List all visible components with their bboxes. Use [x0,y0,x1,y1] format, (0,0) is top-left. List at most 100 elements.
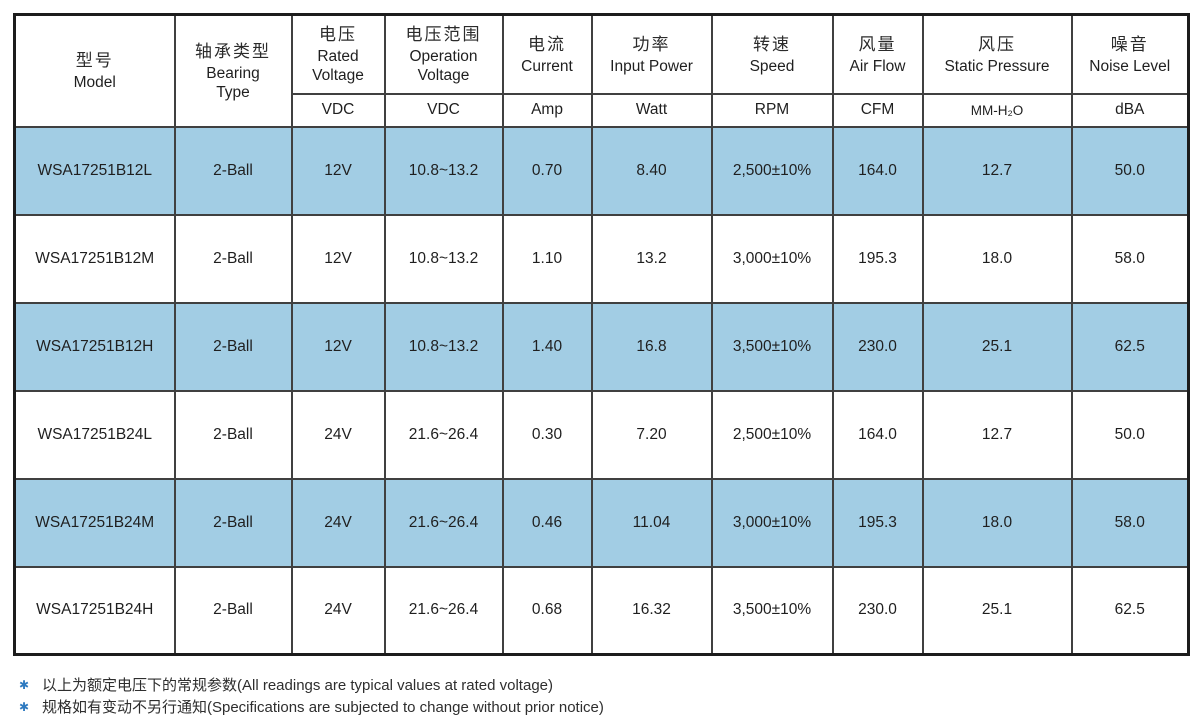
unit-input-power: Watt [590,92,713,128]
cell-static-pressure: 18.0 [921,213,1073,304]
cell-model: WSA17251B24L [13,389,176,480]
cell-input-power: 7.20 [590,389,713,480]
cell-speed: 3,000±10% [710,477,834,568]
cell-current: 0.30 [501,389,593,480]
col-header-bearing-type-en: Bearing Type [206,64,260,101]
col-header-speed-zh: 转速 [753,34,791,54]
col-header-rated-voltage-en: Rated Voltage [312,48,364,85]
cell-model: WSA17251B12H [13,301,176,392]
col-header-noise-level: 噪音 Noise Level [1070,13,1190,95]
col-header-bearing-type-zh: 轴承类型 [195,41,271,61]
cell-bearing-type: 2-Ball [173,389,293,480]
table-row: WSA17251B12L 2-Ball 12V 10.8~13.2 0.70 8.40 2,… [13,125,1190,216]
cell-current: 0.46 [501,477,593,568]
cell-air-flow: 195.3 [831,477,924,568]
col-header-static-pressure: 风压 Static Pressure [921,13,1073,95]
col-header-current-en: Current [521,57,573,75]
asterisk-icon: ✱ [19,699,30,714]
cell-static-pressure: 18.0 [921,477,1073,568]
cell-current: 0.68 [501,565,593,656]
col-header-rated-voltage-zh: 电压 [319,25,357,45]
cell-bearing-type: 2-Ball [173,565,293,656]
cell-speed: 2,500±10% [710,125,834,216]
cell-input-power: 8.40 [590,125,713,216]
col-header-model-en: Model [73,74,116,92]
col-header-model: 型号 Model [13,13,176,128]
cell-noise-level: 50.0 [1070,389,1190,480]
cell-noise-level: 62.5 [1070,301,1190,392]
footnotes: ✱ 以上为额定电压下的常规参数(All readings are typical… [19,674,604,718]
footnote-1: ✱ 以上为额定电压下的常规参数(All readings are typical… [19,674,604,695]
cell-operation-voltage: 21.6~26.4 [383,477,504,568]
table-row: WSA17251B24M 2-Ball 24V 21.6~26.4 0.46 11.04 3… [13,477,1190,568]
col-header-operation-voltage: 电压范围 Operation Voltage [383,13,504,95]
table-row: WSA17251B12M 2-Ball 12V 10.8~13.2 1.10 13.2 3,… [13,213,1190,304]
cell-noise-level: 58.0 [1070,213,1190,304]
cell-model: WSA17251B24H [13,565,176,656]
asterisk-icon: ✱ [19,677,30,692]
col-header-input-power-en: Input Power [610,57,693,75]
cell-rated-voltage: 24V [290,389,386,480]
cell-operation-voltage: 10.8~13.2 [383,125,504,216]
col-header-air-flow: 风量 Air Flow [831,13,924,95]
cell-model: WSA17251B12M [13,213,176,304]
cell-noise-level: 50.0 [1070,125,1190,216]
col-header-current-zh: 电流 [528,34,566,54]
cell-static-pressure: 25.1 [921,301,1073,392]
cell-input-power: 11.04 [590,477,713,568]
unit-static-pressure: MM-H₂O [921,92,1073,128]
col-header-air-flow-zh: 风量 [858,34,897,54]
cell-static-pressure: 12.7 [921,389,1073,480]
cell-operation-voltage: 21.6~26.4 [383,565,504,656]
cell-bearing-type: 2-Ball [173,125,293,216]
unit-air-flow: CFM [831,92,924,128]
col-header-operation-voltage-zh: 电压范围 [405,25,482,45]
cell-rated-voltage: 12V [290,301,386,392]
cell-model: WSA17251B12L [13,125,176,216]
col-header-input-power-zh: 功率 [632,34,671,54]
cell-input-power: 13.2 [590,213,713,304]
cell-input-power: 16.8 [590,301,713,392]
unit-speed: RPM [710,92,834,128]
cell-current: 0.70 [501,125,593,216]
cell-static-pressure: 12.7 [921,125,1073,216]
col-header-noise-level-zh: 噪音 [1110,34,1149,54]
cell-model: WSA17251B24M [13,477,176,568]
table-row: WSA17251B24L 2-Ball 24V 21.6~26.4 0.30 7.20 2,… [13,389,1190,480]
cell-rated-voltage: 12V [290,125,386,216]
cell-operation-voltage: 21.6~26.4 [383,389,504,480]
cell-current: 1.10 [501,213,593,304]
col-header-static-pressure-zh: 风压 [978,34,1016,54]
col-header-air-flow-en: Air Flow [849,57,906,75]
col-header-current: 电流 Current [501,13,593,95]
col-header-input-power: 功率 Input Power [590,13,713,95]
cell-speed: 3,500±10% [710,565,834,656]
cell-bearing-type: 2-Ball [173,477,293,568]
cell-input-power: 16.32 [590,565,713,656]
cell-bearing-type: 2-Ball [173,301,293,392]
header-title-row: 型号 Model 轴承类型 Bearing Type 电压 Rated Volt… [13,13,1190,128]
col-header-rated-voltage: 电压 Rated Voltage [290,13,386,95]
cell-air-flow: 164.0 [831,125,924,216]
unit-rated-voltage: VDC [290,92,386,128]
col-header-model-zh: 型号 [75,51,114,71]
cell-air-flow: 230.0 [831,301,924,392]
cell-rated-voltage: 24V [290,477,386,568]
unit-noise-level: dBA [1070,92,1190,128]
cell-speed: 2,500±10% [710,389,834,480]
col-header-bearing-type: 轴承类型 Bearing Type [173,13,293,128]
footnote-2-text: 规格如有变动不另行通知(Specifications are subjected… [42,699,604,716]
col-header-speed: 转速 Speed [710,13,834,95]
footnote-2: ✱ 规格如有变动不另行通知(Specifications are subject… [19,696,604,717]
col-header-operation-voltage-en: Operation Voltage [409,48,478,85]
col-header-speed-en: Speed [749,57,795,75]
header-unit-row: VDC VDC Amp Watt RPM CFM MM-H₂O dBA [15,92,1190,128]
cell-speed: 3,500±10% [710,301,834,392]
cell-bearing-type: 2-Ball [173,213,293,304]
footnote-1-text: 以上为额定电压下的常规参数(All readings are typical v… [42,677,553,694]
table-row: WSA17251B12H 2-Ball 12V 10.8~13.2 1.40 16.8 3,… [13,301,1190,392]
cell-operation-voltage: 10.8~13.2 [383,301,504,392]
cell-noise-level: 58.0 [1070,477,1190,568]
cell-speed: 3,000±10% [710,213,834,304]
